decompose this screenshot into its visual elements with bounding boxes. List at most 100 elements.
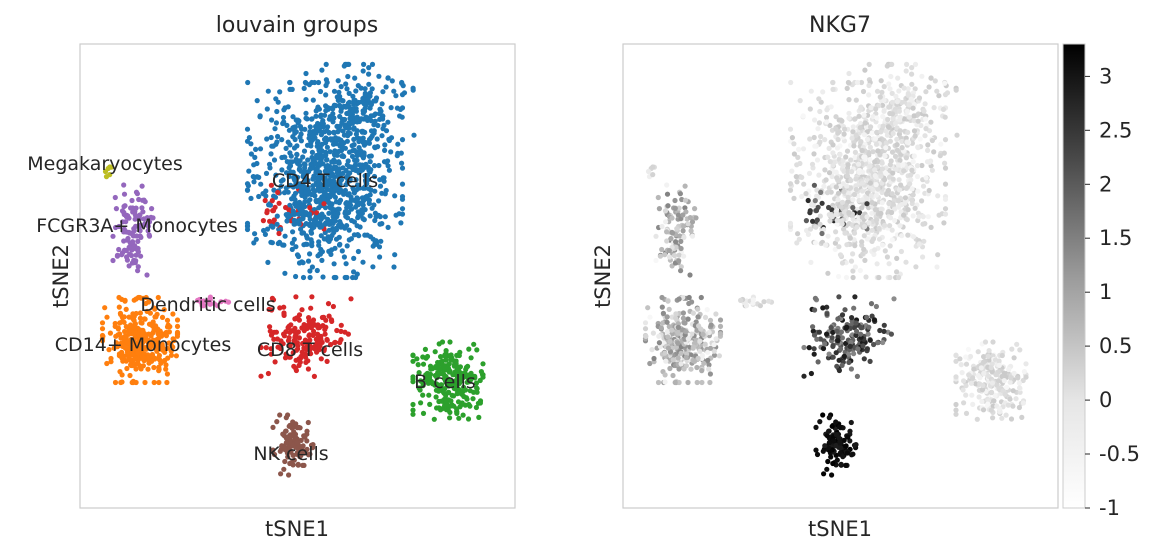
cell-point bbox=[155, 326, 161, 332]
cell-point bbox=[170, 311, 176, 317]
cell-point bbox=[824, 119, 830, 125]
cell-point bbox=[969, 392, 975, 398]
cell-point bbox=[685, 316, 691, 322]
cell-point bbox=[358, 212, 364, 218]
cell-point bbox=[827, 218, 833, 224]
cell-point bbox=[874, 261, 880, 267]
cell-point bbox=[273, 329, 279, 335]
cell-point bbox=[859, 205, 865, 211]
cell-point bbox=[354, 223, 360, 229]
cell-point bbox=[985, 401, 991, 407]
cell-point bbox=[248, 195, 254, 201]
cell-point bbox=[370, 264, 376, 270]
cell-point bbox=[281, 433, 287, 439]
cell-point bbox=[852, 294, 858, 300]
cell-point bbox=[107, 164, 113, 170]
cell-point bbox=[909, 197, 915, 203]
cell-point bbox=[901, 168, 907, 174]
cell-point bbox=[398, 220, 404, 226]
cell-point bbox=[942, 160, 948, 166]
cell-point bbox=[922, 133, 928, 139]
cell-point bbox=[680, 228, 686, 234]
cell-point bbox=[145, 228, 151, 234]
cell-point bbox=[277, 412, 283, 418]
cell-point bbox=[251, 240, 257, 246]
cell-point bbox=[915, 144, 921, 150]
cell-point bbox=[377, 254, 383, 260]
cell-point bbox=[853, 97, 859, 103]
cell-point bbox=[708, 322, 714, 328]
cell-point bbox=[258, 373, 264, 379]
cell-point bbox=[437, 407, 444, 413]
cell-point bbox=[346, 111, 353, 117]
cell-point bbox=[889, 209, 895, 216]
cell-point bbox=[829, 214, 835, 220]
cell-point bbox=[325, 301, 332, 307]
cell-point bbox=[953, 87, 959, 93]
cell-point bbox=[264, 106, 270, 112]
cell-point bbox=[899, 233, 905, 239]
cell-point bbox=[853, 320, 859, 326]
cell-point bbox=[341, 132, 347, 138]
cell-point bbox=[841, 188, 847, 195]
cell-point bbox=[466, 346, 472, 352]
cell-point bbox=[100, 333, 106, 339]
cell-point bbox=[675, 212, 682, 218]
cell-point bbox=[283, 428, 289, 434]
cell-point bbox=[121, 319, 127, 325]
cell-point bbox=[305, 258, 312, 264]
cell-point bbox=[273, 120, 279, 126]
cell-point bbox=[325, 105, 331, 111]
cell-point bbox=[351, 142, 357, 148]
cell-point bbox=[302, 194, 308, 200]
cell-point bbox=[675, 324, 682, 330]
cell-point bbox=[957, 356, 963, 362]
cell-point bbox=[836, 357, 842, 363]
cell-point bbox=[346, 227, 352, 233]
cell-point bbox=[135, 268, 141, 274]
cell-point bbox=[872, 173, 878, 179]
cell-point bbox=[807, 136, 813, 142]
cell-point bbox=[843, 154, 849, 160]
cell-point bbox=[301, 324, 307, 330]
cell-point bbox=[915, 118, 921, 124]
cell-point bbox=[449, 392, 455, 398]
cell-point bbox=[812, 198, 818, 204]
cell-point bbox=[942, 181, 949, 187]
cell-point bbox=[433, 394, 439, 400]
cell-point bbox=[256, 174, 262, 180]
cell-point bbox=[695, 314, 701, 320]
cell-point bbox=[666, 248, 673, 254]
cell-point bbox=[816, 96, 822, 102]
cell-point bbox=[838, 117, 844, 123]
cell-point bbox=[677, 191, 684, 197]
cell-point bbox=[281, 466, 287, 472]
cell-point bbox=[789, 135, 796, 141]
cell-point bbox=[318, 246, 324, 252]
cell-point bbox=[828, 104, 834, 110]
cell-point bbox=[665, 203, 671, 209]
cell-point bbox=[793, 174, 799, 180]
cell-point bbox=[122, 203, 128, 209]
cell-point bbox=[859, 180, 866, 186]
cell-point bbox=[883, 145, 889, 151]
cell-point bbox=[317, 88, 324, 95]
cell-point bbox=[297, 162, 303, 169]
cell-point bbox=[928, 75, 934, 81]
cell-point bbox=[862, 67, 868, 73]
cell-point bbox=[876, 274, 882, 281]
cell-point bbox=[813, 424, 819, 430]
cell-point bbox=[366, 81, 372, 87]
cell-point bbox=[940, 106, 947, 112]
cell-point bbox=[264, 136, 270, 142]
cell-point bbox=[891, 296, 897, 302]
cell-point bbox=[870, 236, 877, 242]
cell-point bbox=[1011, 355, 1017, 361]
cell-point bbox=[368, 128, 375, 134]
cell-point bbox=[123, 248, 129, 254]
cell-point bbox=[369, 86, 375, 92]
cell-point bbox=[303, 351, 309, 357]
cell-point bbox=[680, 315, 687, 321]
cell-point bbox=[846, 359, 852, 365]
cell-point bbox=[174, 317, 181, 323]
